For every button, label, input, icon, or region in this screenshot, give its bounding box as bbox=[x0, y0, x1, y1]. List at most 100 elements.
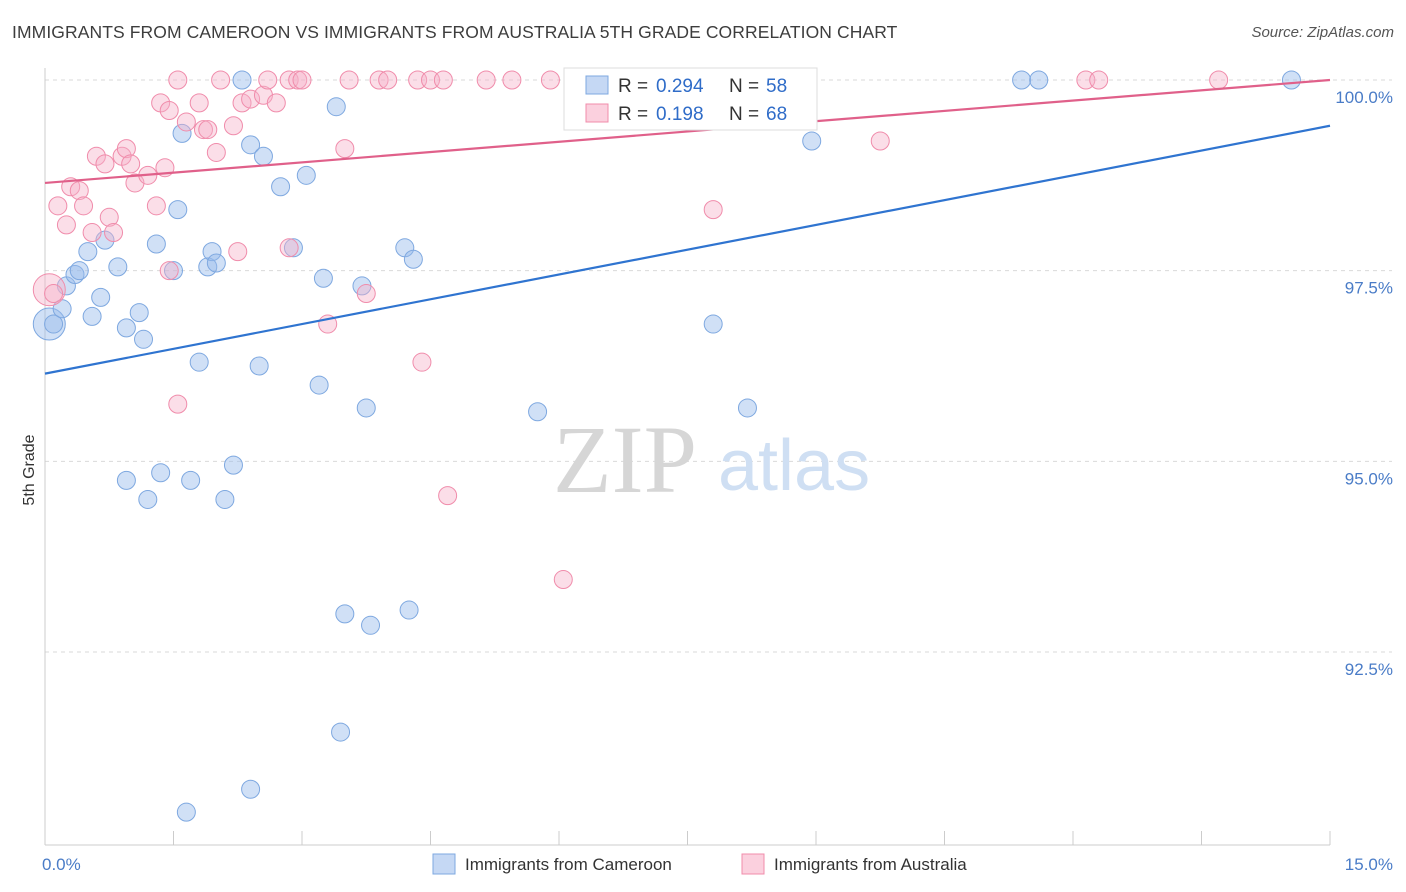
australia-point-37 bbox=[228, 242, 248, 262]
cameroon-point-31 bbox=[403, 249, 423, 269]
y-tick-label-3: 92.5% bbox=[1345, 660, 1393, 679]
australia-point-3 bbox=[56, 215, 76, 235]
cameroon-point-12 bbox=[129, 303, 149, 323]
chart-title: IMMIGRANTS FROM CAMEROON VS IMMIGRANTS F… bbox=[12, 22, 898, 42]
cameroon-point-22 bbox=[241, 135, 261, 155]
cameroon-point-50 bbox=[361, 615, 381, 635]
australia-point-27 bbox=[211, 70, 231, 90]
cameroon-point-46 bbox=[181, 470, 201, 490]
australia-point-45 bbox=[433, 70, 453, 90]
australia-point-2 bbox=[48, 196, 68, 216]
legend-n-label-1: N = bbox=[729, 76, 759, 97]
cameroon-point-53 bbox=[241, 779, 261, 799]
australia-point-0 bbox=[32, 273, 66, 307]
australia-point-58 bbox=[168, 394, 188, 414]
australia-point-33 bbox=[266, 93, 286, 113]
australia-point-6 bbox=[74, 196, 94, 216]
australia-point-17 bbox=[146, 196, 166, 216]
cameroon-point-10 bbox=[108, 257, 128, 277]
cameroon-point-52 bbox=[331, 722, 351, 742]
watermark-atlas: atlas bbox=[718, 426, 870, 506]
legend-swatch-pink bbox=[585, 103, 609, 123]
y-tick-label-2: 95.0% bbox=[1345, 469, 1393, 488]
australia-point-61 bbox=[703, 200, 723, 220]
cameroon-point-43 bbox=[116, 470, 136, 490]
cameroon-point-17 bbox=[172, 123, 192, 143]
australia-point-47 bbox=[502, 70, 522, 90]
legend-r-value-1: 0.294 bbox=[656, 76, 704, 97]
cameroon-point-8 bbox=[91, 287, 111, 307]
legend-n-label-2: N = bbox=[729, 104, 759, 125]
cameroon-point-36 bbox=[528, 402, 548, 422]
australia-point-39 bbox=[335, 139, 355, 159]
australia-point-25 bbox=[198, 120, 218, 140]
bottom-legend-label-australia: Immigrants from Australia bbox=[774, 855, 967, 874]
cameroon-point-45 bbox=[151, 463, 171, 483]
australia-point-60 bbox=[553, 570, 573, 590]
australia-point-14 bbox=[121, 154, 141, 174]
y-axis-label: 5th Grade bbox=[21, 434, 38, 505]
australia-point-26 bbox=[206, 142, 226, 162]
cameroon-point-28 bbox=[326, 97, 346, 117]
australia-point-38 bbox=[279, 238, 299, 258]
australia-point-62 bbox=[870, 131, 890, 151]
bottom-legend-swatch-cameroon bbox=[432, 853, 456, 875]
source-credit: Source: ZipAtlas.com bbox=[1251, 24, 1394, 41]
cameroon-point-47 bbox=[215, 489, 235, 509]
cameroon-point-39 bbox=[802, 131, 822, 151]
australia-point-20 bbox=[159, 101, 179, 121]
bottom-legend: Immigrants from Cameroon Immigrants from… bbox=[432, 853, 967, 875]
australia-point-64 bbox=[1089, 70, 1109, 90]
bottom-legend-label-cameroon: Immigrants from Cameroon bbox=[465, 855, 672, 874]
y-tick-label-0: 100.0% bbox=[1335, 88, 1393, 107]
australia-point-28 bbox=[223, 116, 243, 136]
legend-n-value-2: 68 bbox=[766, 104, 787, 125]
cameroon-point-54 bbox=[176, 802, 196, 822]
australia-point-32 bbox=[258, 70, 278, 90]
australia-point-59 bbox=[438, 486, 458, 506]
australia-point-65 bbox=[1209, 70, 1229, 90]
australia-point-40 bbox=[339, 70, 359, 90]
australia-point-57 bbox=[412, 352, 432, 372]
legend-n-value-1: 58 bbox=[766, 76, 787, 97]
australia-point-7 bbox=[82, 223, 102, 243]
cameroon-point-20 bbox=[206, 253, 226, 273]
australia-point-35 bbox=[288, 70, 308, 90]
x-tick-label-1: 15.0% bbox=[1345, 855, 1393, 874]
cameroon-point-27 bbox=[313, 268, 333, 288]
australia-point-10 bbox=[99, 207, 119, 227]
data-points bbox=[32, 70, 1301, 822]
cameroon-point-37 bbox=[703, 314, 723, 334]
cameroon-point-21 bbox=[232, 70, 252, 90]
cameroon-point-32 bbox=[189, 352, 209, 372]
cameroon-point-7 bbox=[82, 306, 102, 326]
legend-swatch-blue bbox=[585, 75, 609, 95]
cameroon-point-35 bbox=[356, 398, 376, 418]
australia-point-5 bbox=[69, 181, 89, 201]
legend-r-label-2: R = bbox=[618, 104, 648, 125]
australia-point-11 bbox=[104, 223, 124, 243]
axes bbox=[44, 68, 1331, 846]
australia-point-1 bbox=[44, 284, 64, 304]
cameroon-point-38 bbox=[737, 398, 757, 418]
cameroon-point-25 bbox=[283, 238, 303, 258]
australia-point-13 bbox=[116, 139, 136, 159]
stats-legend: R = 0.294 N = 58 R = 0.198 N = 68 bbox=[563, 67, 818, 131]
australia-point-9 bbox=[95, 154, 115, 174]
cameroon-trend-line bbox=[44, 124, 1331, 375]
cameroon-point-42 bbox=[1281, 70, 1301, 90]
cameroon-point-13 bbox=[134, 329, 154, 349]
cameroon-point-16 bbox=[168, 200, 188, 220]
cameroon-point-11 bbox=[116, 318, 136, 338]
x-tick-label-0: 0.0% bbox=[42, 855, 81, 874]
australia-point-30 bbox=[241, 89, 261, 109]
legend-r-value-2: 0.198 bbox=[656, 104, 704, 125]
bottom-legend-swatch-australia bbox=[741, 853, 765, 875]
cameroon-point-49 bbox=[335, 604, 355, 624]
cameroon-point-40 bbox=[1012, 70, 1032, 90]
cameroon-point-24 bbox=[271, 177, 291, 197]
cameroon-point-44 bbox=[138, 489, 158, 509]
australia-point-42 bbox=[378, 70, 398, 90]
cameroon-point-6 bbox=[78, 242, 98, 262]
